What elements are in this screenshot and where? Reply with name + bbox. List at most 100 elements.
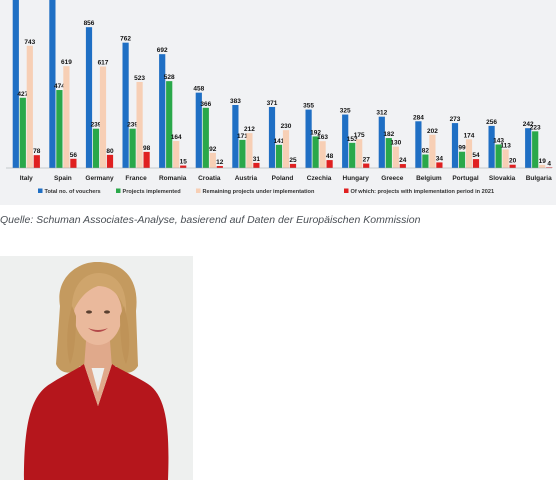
bar-spain-series-0 — [49, 0, 56, 169]
data-label: 153 — [347, 136, 358, 143]
portrait-image — [0, 256, 193, 480]
bar-poland-series-3 — [289, 163, 297, 168]
bar-croatia-series-0 — [195, 92, 202, 168]
bar-germany-series-0 — [85, 27, 93, 168]
data-label: 212 — [244, 126, 255, 133]
legend-entry: Projects implemented — [123, 189, 182, 195]
bar-spain-series-1 — [56, 90, 63, 168]
data-label: 54 — [472, 152, 480, 159]
hair-side-left — [67, 306, 76, 364]
bar-germany-series-1 — [92, 128, 100, 168]
bar-romania-series-3 — [180, 165, 187, 168]
bar-portugal-series-2 — [465, 139, 473, 168]
data-label: 164 — [171, 134, 182, 141]
bar-portugal-series-3 — [472, 159, 480, 168]
bar-poland-series-0 — [268, 106, 276, 168]
data-label: 143 — [493, 137, 504, 144]
data-label: 82 — [422, 148, 430, 155]
smile — [88, 328, 108, 332]
category-label: Spain — [54, 175, 72, 182]
bar-bulgaria-series-2 — [539, 164, 546, 168]
bar-croatia-series-3 — [216, 166, 223, 168]
left-eye — [86, 310, 92, 314]
data-label: 523 — [134, 75, 145, 82]
bar-slovakia-series-3 — [509, 164, 516, 168]
bar-belgium-series-3 — [436, 162, 443, 168]
data-label: 762 — [120, 36, 131, 43]
data-label: 383 — [230, 98, 241, 105]
data-label: 12 — [216, 159, 224, 166]
data-label: 175 — [354, 132, 365, 139]
bar-austria-series-0 — [232, 105, 239, 168]
bar-hungary-series-1 — [349, 142, 356, 168]
data-label: 4 — [547, 160, 551, 167]
bar-portugal-series-0 — [451, 123, 459, 168]
data-label: 80 — [106, 148, 114, 155]
data-label: 202 — [427, 128, 438, 135]
bar-croatia-series-1 — [202, 107, 209, 168]
legend-swatch — [38, 188, 43, 193]
bar-chart: 42774378Italy109347461956Spain8562396178… — [6, 0, 553, 195]
bar-germany-series-3 — [106, 154, 114, 168]
bar-czechia-series-3 — [326, 160, 333, 168]
source-caption: Quelle: Schuman Associates-Analyse, basi… — [0, 214, 421, 226]
data-label: 325 — [340, 108, 351, 115]
bar-germany-series-2 — [99, 66, 107, 168]
data-label: 192 — [310, 129, 321, 136]
hair-side-right — [120, 306, 130, 364]
legend-swatch — [116, 188, 121, 193]
data-label: 312 — [376, 110, 387, 117]
data-label: 239 — [127, 122, 138, 129]
category-label: Belgium — [416, 175, 442, 182]
bar-france-series-2 — [136, 81, 143, 168]
bar-romania-series-0 — [159, 54, 166, 168]
data-label: 15 — [180, 159, 188, 166]
bar-greece-series-3 — [399, 164, 406, 168]
category-label: Italy — [20, 175, 33, 182]
data-label: 371 — [267, 100, 278, 107]
bar-czechia-series-0 — [305, 109, 312, 168]
bar-bulgaria-series-1 — [532, 131, 539, 168]
legend-swatch — [344, 188, 349, 193]
data-label: 474 — [54, 83, 65, 90]
data-label: 743 — [24, 39, 35, 46]
portrait-photo — [0, 256, 193, 480]
bar-italy-series-2 — [26, 45, 33, 168]
bar-greece-series-0 — [378, 116, 385, 168]
category-label: Czechia — [307, 175, 332, 182]
bar-slovakia-series-2 — [502, 149, 509, 168]
data-label: 27 — [363, 157, 371, 164]
category-label: Germany — [85, 175, 114, 182]
bar-belgium-series-2 — [429, 134, 436, 168]
category-label: Austria — [235, 175, 258, 182]
category-label: Poland — [272, 175, 294, 182]
right-eye — [104, 310, 110, 314]
bar-hungary-series-3 — [363, 163, 370, 168]
neck — [84, 341, 112, 368]
data-label: 242 — [523, 121, 534, 128]
data-label: 427 — [17, 91, 28, 98]
bar-austria-series-2 — [246, 133, 253, 168]
category-label: Hungary — [343, 175, 370, 182]
bar-greece-series-1 — [385, 138, 392, 168]
bar-spain-series-2 — [63, 66, 70, 168]
data-label: 31 — [253, 156, 261, 163]
bar-czechia-series-2 — [319, 141, 326, 168]
bar-romania-series-1 — [166, 81, 173, 168]
data-label: 223 — [530, 124, 541, 131]
category-label: Portugal — [452, 175, 479, 182]
chart-panel: 42774378Italy109347461956Spain8562396178… — [0, 0, 556, 205]
category-label: Croatia — [198, 175, 221, 182]
bar-greece-series-2 — [392, 146, 399, 169]
bar-hungary-series-0 — [342, 114, 349, 168]
bar-poland-series-2 — [282, 130, 290, 168]
bar-croatia-series-2 — [209, 152, 216, 168]
bar-italy-series-0 — [12, 0, 19, 169]
bar-poland-series-1 — [275, 144, 283, 168]
bar-belgium-series-0 — [415, 121, 422, 168]
data-label: 24 — [399, 157, 407, 164]
data-label: 25 — [289, 157, 297, 164]
red-dress — [24, 364, 169, 480]
data-label: 98 — [143, 145, 151, 152]
bar-portugal-series-1 — [458, 151, 466, 168]
